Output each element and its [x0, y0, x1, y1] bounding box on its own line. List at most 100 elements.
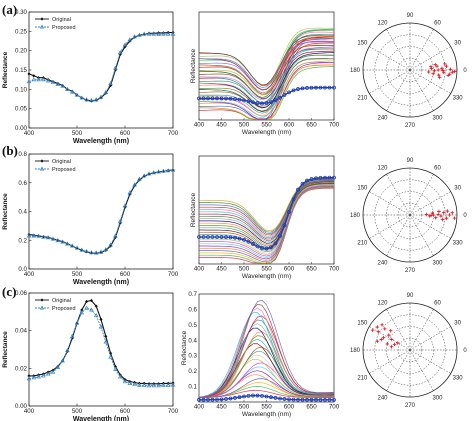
chart-a-left: 400 500 600 700 0.00 0.05 0.10 0.15 0.20 0.25 0.30… — [2, 9, 179, 145]
data-point-proposed — [50, 79, 56, 84]
data-point-proposed — [170, 382, 176, 387]
y-tick-label: 0.00 — [15, 125, 28, 132]
polar-angle-label: 300 — [432, 116, 443, 122]
polar-spoke — [386, 309, 411, 351]
data-point-proposed — [93, 313, 99, 318]
data-point-proposed — [89, 307, 94, 312]
highlighted-point — [215, 397, 219, 402]
highlighted-point — [296, 187, 300, 192]
highlighted-point — [269, 395, 273, 400]
highlighted-point — [273, 241, 278, 246]
highlighted-point — [318, 85, 323, 90]
y-tick-label: 0.0 — [18, 266, 27, 273]
highlighted-point — [323, 175, 327, 180]
polar-angle-label: 270 — [405, 123, 416, 129]
data-point-original — [99, 250, 103, 255]
highlighted-point — [327, 397, 332, 402]
x-tick-label: 400 — [24, 408, 35, 415]
spectrum-line — [198, 35, 335, 108]
data-point-proposed — [141, 31, 147, 36]
polar-angle-label: 30 — [454, 321, 461, 327]
data-point-proposed — [79, 310, 85, 315]
data-point-proposed — [122, 203, 128, 208]
spectrum-line — [198, 303, 335, 398]
highlighted-point — [278, 396, 282, 401]
y-tick-label: 0.6 — [18, 180, 27, 187]
polar-data-dot — [382, 336, 385, 339]
legend-marker — [39, 305, 45, 310]
data-point-proposed — [69, 89, 75, 94]
polar-spoke — [409, 174, 434, 216]
spectrum-line — [198, 38, 335, 119]
spectrum-line — [199, 46, 335, 100]
polar-data-dot — [433, 70, 436, 72]
polar-data-dot — [438, 76, 441, 79]
data-point-proposed — [93, 250, 99, 255]
polar-angle-label: 30 — [454, 186, 461, 192]
spectrum-line — [199, 179, 334, 237]
highlighted-point — [314, 397, 318, 402]
polar-ring — [398, 338, 422, 362]
polar-spoke — [386, 174, 411, 216]
polar-data-dot — [430, 65, 432, 68]
spectrum-line — [199, 177, 335, 233]
polar-spoke — [386, 349, 411, 391]
polar-data-dot — [443, 63, 446, 65]
y-axis-title: Reflectance — [2, 193, 9, 230]
highlighted-point — [210, 397, 215, 402]
spectrum-line — [199, 184, 334, 256]
polar-ring — [386, 46, 434, 94]
polar-angle-label: 60 — [434, 300, 441, 306]
data-point-proposed — [132, 182, 137, 187]
spectrum-line — [198, 44, 335, 96]
polar-angle-label: 0 — [463, 68, 467, 74]
polar-angle-label: 240 — [377, 116, 388, 122]
highlighted-point — [260, 393, 264, 398]
polar-data-dot — [386, 343, 389, 345]
polar-spoke — [369, 349, 411, 374]
data-point-proposed — [36, 233, 41, 238]
data-point-proposed — [60, 239, 65, 244]
data-point-proposed — [137, 32, 142, 37]
data-point-original — [27, 374, 31, 378]
data-point-proposed — [127, 190, 133, 195]
polar-angle-label: 120 — [377, 165, 388, 171]
x-axis-title: Wavelength (nm) — [242, 129, 291, 136]
data-point-proposed — [146, 31, 152, 36]
highlighted-point — [206, 235, 210, 239]
polar-spoke — [386, 29, 411, 71]
highlighted-point — [291, 397, 296, 402]
data-point-proposed — [165, 168, 171, 173]
x-axis-title: Wavelength (nm) — [242, 411, 291, 418]
data-point-proposed — [146, 171, 152, 176]
polar-data-dot — [438, 210, 440, 213]
data-point-original — [85, 299, 89, 304]
chart-b-polar: 0 30 60 90 120 150 180 210 240 270 300 330 — [350, 158, 467, 274]
data-point-proposed — [45, 371, 51, 376]
chart-c-middle: 400 450 500 550 600 650 700 0.1 0.2 0.3 0.4 0.5 0.6 0… — [181, 291, 340, 418]
data-point-proposed — [108, 242, 113, 247]
data-point-original — [94, 304, 98, 308]
highlighted-point — [237, 236, 242, 241]
polar-data-dot — [430, 214, 432, 217]
y-tick-label: 0.2 — [18, 237, 27, 244]
data-point-proposed — [108, 354, 113, 359]
data-point-proposed — [161, 168, 166, 173]
series-line-proposed — [29, 169, 174, 254]
x-tick-label: 600 — [120, 271, 131, 278]
spectrum-line — [199, 185, 335, 258]
data-point-original — [99, 317, 103, 321]
highlighted-spectrum — [199, 394, 334, 401]
polar-angle-label: 330 — [453, 96, 464, 102]
data-point-proposed — [127, 37, 133, 42]
polar-angle-label: 150 — [357, 41, 368, 47]
highlighted-point — [210, 96, 215, 101]
data-point-proposed — [26, 233, 32, 238]
highlighted-point — [228, 235, 233, 240]
data-point-proposed — [170, 31, 176, 36]
spectrum-line — [199, 185, 335, 260]
spectrum-line — [199, 180, 335, 241]
data-point-proposed — [132, 381, 137, 386]
chart-c-left: 400 500 600 700 0.00 0.02 0.04 0.06 Wavelength (… — [2, 290, 179, 421]
data-point-proposed — [156, 31, 161, 36]
